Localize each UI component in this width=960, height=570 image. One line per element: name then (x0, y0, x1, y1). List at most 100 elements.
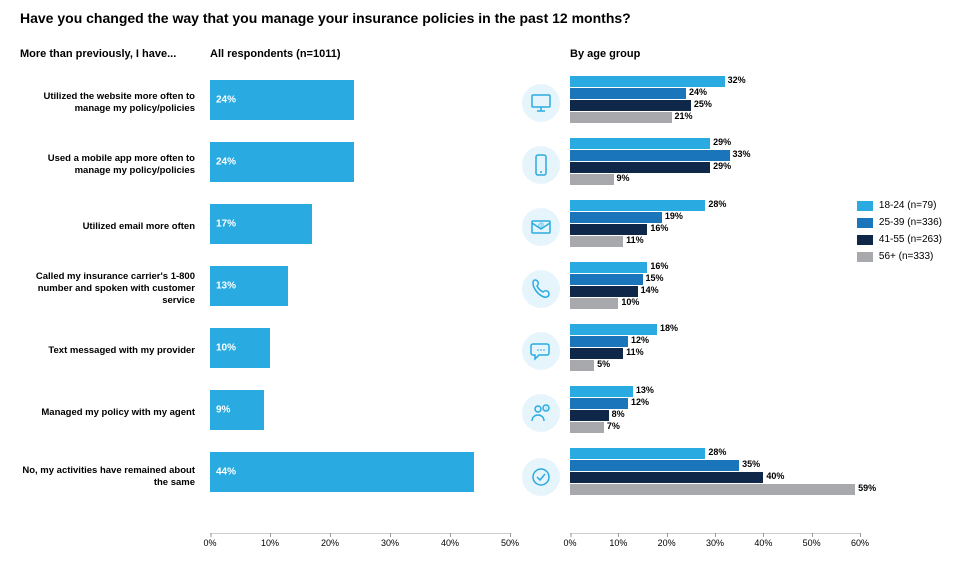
legend-swatch (857, 235, 873, 245)
age-bar (570, 236, 623, 247)
axis-tick: 10% (609, 538, 627, 548)
age-value: 13% (636, 385, 654, 395)
axis-tick: 60% (851, 538, 869, 548)
monitor-icon (522, 84, 560, 122)
legend-item: 56+ (n=333) (857, 251, 942, 262)
axis-tick: 30% (706, 538, 724, 548)
overall-value: 44% (216, 467, 236, 478)
age-bar (570, 398, 628, 409)
age-bar (570, 224, 647, 235)
row-label: Called my insurance carrier's 1-800 numb… (20, 271, 195, 307)
age-x-axis: 0%10%20%30%40%50%60% (570, 538, 860, 556)
row-label: Text messaged with my provider (20, 345, 195, 357)
row-label: No, my activities have remained about th… (20, 465, 195, 489)
age-value: 9% (617, 173, 630, 183)
age-bar (570, 484, 855, 495)
age-bar (570, 422, 604, 433)
age-value: 59% (858, 483, 876, 493)
age-value: 28% (708, 447, 726, 457)
overall-value: 10% (216, 343, 236, 354)
age-value: 21% (675, 111, 693, 121)
age-bar (570, 298, 618, 309)
overall-value: 24% (216, 157, 236, 168)
age-bar (570, 274, 643, 285)
overall-value: 17% (216, 219, 236, 230)
overall-value: 24% (216, 95, 236, 106)
age-bar (570, 200, 705, 211)
age-value: 29% (713, 161, 731, 171)
age-bar (570, 472, 763, 483)
col-header-byage: By age group (570, 48, 640, 60)
axis-tick: 20% (321, 538, 339, 548)
age-bar (570, 336, 628, 347)
age-value: 14% (641, 285, 659, 295)
age-value: 8% (612, 409, 625, 419)
axis-tick: 50% (803, 538, 821, 548)
axis-tick: 50% (501, 538, 519, 548)
chat-icon (522, 332, 560, 370)
age-value: 12% (631, 335, 649, 345)
axis-tick: 20% (658, 538, 676, 548)
row-label: Utilized the website more often to manag… (20, 91, 195, 115)
age-bar (570, 88, 686, 99)
row-label: Used a mobile app more often to manage m… (20, 153, 195, 177)
col-header-overall: All respondents (n=1011) (210, 48, 341, 60)
legend-item: 25-39 (n=336) (857, 217, 942, 228)
call-icon (522, 270, 560, 308)
age-value: 19% (665, 211, 683, 221)
age-value: 7% (607, 421, 620, 431)
age-bar (570, 460, 739, 471)
age-value: 15% (646, 273, 664, 283)
chart-title: Have you changed the way that you manage… (20, 10, 631, 26)
check-icon (522, 458, 560, 496)
axis-tick: 40% (754, 538, 772, 548)
overall-bar (210, 452, 474, 492)
legend-item: 18-24 (n=79) (857, 200, 942, 211)
age-value: 29% (713, 137, 731, 147)
age-bar (570, 112, 672, 123)
chart-row: Utilized the website more often to manag… (0, 72, 960, 134)
chart-row: Text messaged with my provider10%18%12%1… (0, 320, 960, 382)
axis-tick: 10% (261, 538, 279, 548)
legend: 18-24 (n=79) 25-39 (n=336) 41-55 (n=263) 56… (857, 200, 942, 268)
mail-icon (522, 208, 560, 246)
age-value: 40% (766, 471, 784, 481)
chart-rows: Utilized the website more often to manag… (0, 72, 960, 510)
legend-swatch (857, 252, 873, 262)
age-bar (570, 448, 705, 459)
age-value: 32% (728, 75, 746, 85)
overall-x-axis: 0%10%20%30%40%50% (210, 538, 510, 556)
axis-tick: 0% (563, 538, 576, 548)
age-value: 12% (631, 397, 649, 407)
age-value: 11% (626, 235, 644, 245)
age-bar (570, 162, 710, 173)
age-value: 33% (733, 149, 751, 159)
age-value: 16% (650, 261, 668, 271)
axis-tick: 40% (441, 538, 459, 548)
age-value: 10% (621, 297, 639, 307)
age-bar (570, 286, 638, 297)
chart-row: No, my activities have remained about th… (0, 444, 960, 510)
age-value: 5% (597, 359, 610, 369)
age-bar (570, 348, 623, 359)
age-value: 25% (694, 99, 712, 109)
chart-row: Called my insurance carrier's 1-800 numb… (0, 258, 960, 320)
chart-row: Used a mobile app more often to manage m… (0, 134, 960, 196)
agent-icon (522, 394, 560, 432)
overall-value: 13% (216, 281, 236, 292)
row-label: Utilized email more often (20, 221, 195, 233)
axis-tick: 0% (203, 538, 216, 548)
age-bar (570, 360, 594, 371)
age-bar (570, 212, 662, 223)
age-bar (570, 174, 614, 185)
age-bar (570, 262, 647, 273)
legend-swatch (857, 218, 873, 228)
age-bar (570, 150, 730, 161)
legend-label: 41-55 (n=263) (879, 234, 942, 245)
legend-item: 41-55 (n=263) (857, 234, 942, 245)
chart-row: Utilized email more often17%28%19%16%11% (0, 196, 960, 258)
age-bar (570, 410, 609, 421)
row-label: Managed my policy with my agent (20, 407, 195, 419)
age-value: 28% (708, 199, 726, 209)
chart-row: Managed my policy with my agent9%13%12%8… (0, 382, 960, 444)
